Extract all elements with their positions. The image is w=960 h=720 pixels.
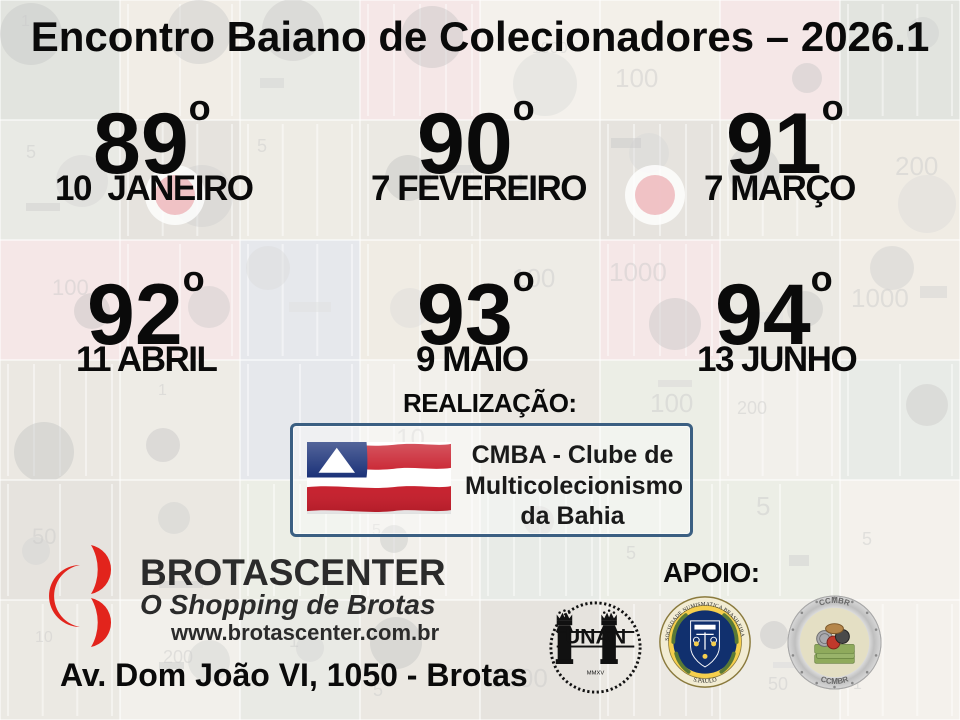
svg-text:UNAN: UNAN xyxy=(565,625,627,649)
svg-text:MMXV: MMXV xyxy=(587,671,605,677)
